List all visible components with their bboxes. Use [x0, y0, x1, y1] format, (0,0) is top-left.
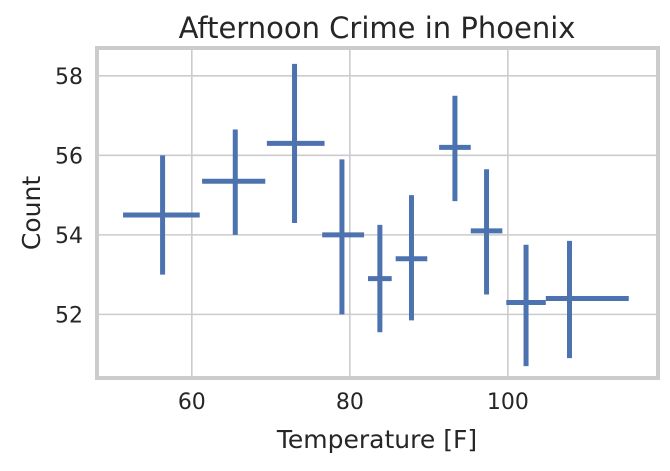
data-point — [545, 240, 629, 359]
y-tick-label: 56 — [55, 144, 83, 169]
plot-frame — [95, 46, 660, 380]
x-tick-label: 80 — [336, 390, 364, 415]
data-point — [470, 169, 503, 295]
y-axis-label: Count — [17, 176, 46, 250]
x-tick-label: 100 — [487, 390, 529, 415]
x-tick-label: 60 — [178, 390, 206, 415]
data-point — [123, 155, 200, 275]
data-point — [322, 159, 365, 315]
y-tick-label: 58 — [55, 65, 83, 90]
data-point — [368, 224, 392, 333]
tick-labels: 60 80 100 52 54 56 58 — [55, 65, 529, 415]
data-point — [506, 244, 546, 367]
y-tick-label: 52 — [55, 303, 83, 328]
y-tick-label: 54 — [55, 224, 83, 249]
x-axis-label: Temperature [F] — [276, 425, 477, 454]
data-point — [202, 129, 266, 235]
data-point — [439, 95, 471, 202]
data-points — [123, 63, 629, 367]
chart-title: Afternoon Crime in Phoenix — [179, 11, 576, 45]
data-point — [395, 195, 428, 321]
data-point — [266, 63, 325, 223]
